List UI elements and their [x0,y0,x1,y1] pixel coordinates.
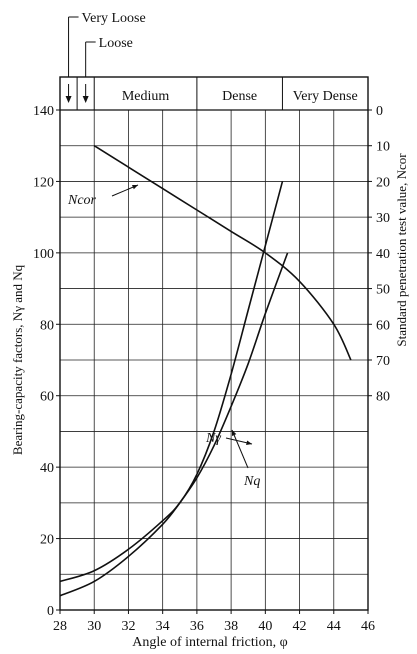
band-label: Very Dense [293,89,358,104]
x-tick-label: 44 [327,619,341,634]
band-label: Medium [122,89,170,104]
grid [59,109,369,611]
y-left-tick-label: 40 [40,461,54,476]
band-label: Dense [222,89,257,104]
y-right-tick-label: 50 [376,283,390,298]
band-label: Very Loose [82,11,146,26]
annotation-nq: Nq [243,474,260,489]
y-right-tick-label: 20 [376,175,390,190]
y-left-tick-label: 140 [33,104,54,119]
series-line-ncor [93,145,352,361]
series-group [59,145,352,597]
y-left-tick-label: 60 [40,390,54,405]
annotation-leader-nq [231,429,249,469]
x-tick-label: 42 [293,619,307,634]
y-right-tick-label: 70 [376,354,390,369]
band-label: Loose [99,36,133,51]
axes: 0 20 40 60 80 100 120 140 28 30 32 34 36 38 40 42 44 46 0 1… [33,76,390,634]
plot-frame [59,76,369,611]
y-left-tick-label: 80 [40,318,54,333]
y-right-tick-label: 10 [376,140,390,155]
band-arrow-head-icon [65,96,72,103]
y-left-tick-label: 0 [47,604,54,619]
annotation-arrowhead-icon [246,440,252,446]
annotations: Ncor Nγ Nq [67,184,260,489]
x-tick-label: 40 [258,619,272,634]
right-axis-label: Standard penetration test value, Ncor [394,153,409,347]
band-arrow-head-icon [82,96,89,103]
x-tick-label: 32 [121,619,135,634]
y-right-tick-label: 80 [376,390,390,405]
series-line-ngamma [59,181,284,583]
y-right-tick-label: 0 [376,104,383,119]
y-right-tick-label: 60 [376,318,390,333]
y-left-tick-label: 100 [33,247,54,262]
density-band-row: Very Loose Loose Medium Dense Very Dense [60,11,368,111]
annotation-arrowhead-icon [132,185,138,190]
left-axis-label: Bearing-capacity factors, Nγ and Nq [10,264,25,455]
x-tick-label: 30 [87,619,101,634]
x-tick-label: 36 [190,619,204,634]
series-line-nq [59,252,289,597]
x-axis-label: Angle of internal friction, φ [132,635,287,650]
y-left-tick-label: 20 [40,533,54,548]
y-right-tick-label: 40 [376,247,390,262]
x-tick-label: 34 [156,619,170,634]
y-right-tick-label: 30 [376,211,390,226]
annotation-ngamma: Nγ [205,431,221,446]
y-left-tick-label: 120 [33,175,54,190]
x-tick-label: 28 [53,619,67,634]
annotation-arrowhead-icon [231,430,237,436]
x-tick-label: 46 [361,619,375,634]
x-tick-label: 38 [224,619,238,634]
annotation-ncor: Ncor [67,193,97,208]
